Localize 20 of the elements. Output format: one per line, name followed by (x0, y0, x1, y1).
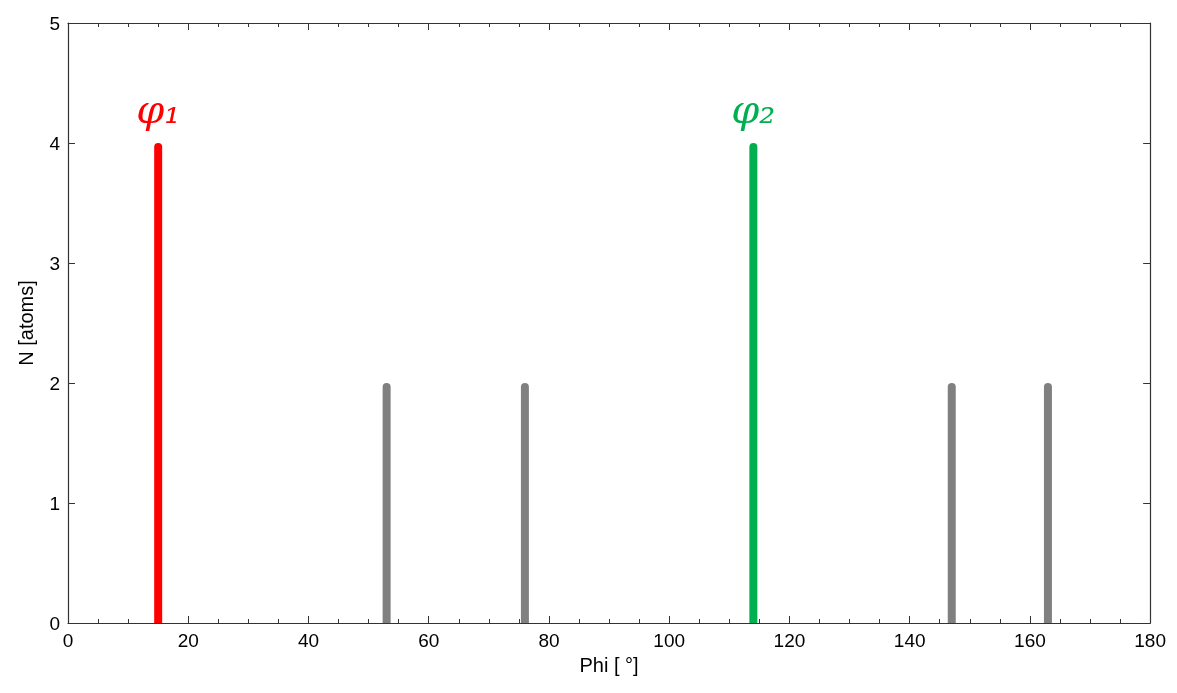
annotation: φ₂ (731, 86, 776, 132)
x-tick-label: 40 (297, 630, 320, 651)
y-tick-label: 1 (49, 492, 60, 514)
y-tick-label: 0 (49, 612, 60, 634)
x-tick-label: 60 (418, 630, 440, 651)
x-tick-label: 100 (653, 630, 686, 651)
x-tick-label: 180 (1134, 630, 1166, 651)
y-axis-title: N [atoms] (15, 280, 37, 366)
x-axis-title: Phi [ °] (579, 654, 639, 676)
x-tick-label: 140 (893, 630, 926, 651)
y-tick-label: 3 (49, 252, 60, 274)
y-tick-label: 2 (49, 372, 60, 394)
annotation: φ₁ (136, 86, 181, 132)
y-tick-label: 4 (49, 132, 61, 154)
y-tick-label: 5 (49, 12, 60, 34)
x-tick-label: 80 (538, 630, 560, 651)
x-tick-label: 160 (1014, 630, 1046, 651)
x-tick-label: 0 (62, 630, 74, 651)
x-tick-label: 20 (177, 630, 199, 651)
x-tick-label: 120 (773, 630, 806, 651)
